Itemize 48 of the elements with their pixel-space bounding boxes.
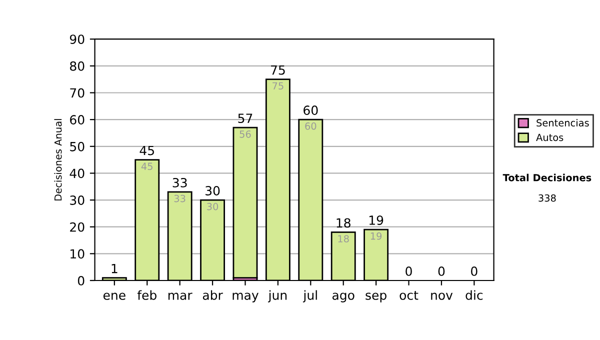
total-label: 45 — [140, 146, 154, 156]
y-tick-label: 80 — [70, 61, 84, 71]
total-label: 19 — [369, 216, 384, 225]
total-label: 75 — [271, 65, 285, 75]
x-tick-label: may — [232, 292, 258, 302]
x-tick-label: jun — [268, 290, 287, 302]
total-label: 1 — [112, 264, 118, 274]
bar — [232, 126, 258, 279]
legend-label: Autos — [536, 134, 564, 142]
x-tick-label: oct — [400, 290, 418, 300]
text: 338 — [538, 194, 556, 202]
data-label: 45 — [141, 162, 152, 170]
y-axis-title: Decisiones Anual — [54, 119, 62, 200]
x-tick-label: feb — [137, 290, 156, 300]
y-tick-label: 30 — [70, 196, 84, 205]
y-tick-label: 40 — [70, 168, 84, 178]
total-label: 60 — [304, 106, 318, 115]
total-label: 0 — [406, 266, 412, 276]
total-label: 0 — [471, 266, 478, 276]
y-tick-label: 90 — [70, 34, 84, 44]
data-label: 30 — [207, 202, 218, 210]
y-tick-label: 60 — [70, 115, 84, 124]
text: Total Decisiones — [502, 174, 592, 182]
total-label: 0 — [438, 266, 445, 276]
data-label: 19 — [370, 232, 382, 240]
total-label: 57 — [238, 114, 252, 124]
x-tick-label: abr — [202, 290, 223, 300]
data-label: 60 — [305, 122, 316, 130]
total-label: 18 — [336, 218, 350, 228]
data-label: 33 — [174, 194, 186, 202]
data-label: 56 — [240, 130, 251, 138]
total-label: 30 — [206, 186, 220, 196]
data-label: 75 — [272, 82, 284, 90]
legend-label: Sentencias — [536, 118, 589, 127]
x-tick-label: dic — [466, 290, 483, 300]
y-tick-label: 20 — [70, 222, 84, 232]
x-tick-label: mar — [168, 292, 192, 300]
x-tick-label: ene — [103, 292, 126, 300]
x-tick-label: ago — [332, 292, 354, 302]
y-tick-label: 10 — [70, 249, 84, 259]
data-label: 18 — [338, 235, 349, 242]
y-tick-label: 50 — [70, 142, 84, 152]
y-tick-label: 0 — [78, 276, 84, 286]
y-tick-label: 70 — [70, 88, 84, 98]
x-tick-label: jul — [302, 290, 317, 302]
x-tick-label: nov — [431, 292, 453, 300]
x-tick-label: sep — [366, 292, 386, 302]
total-label: 33 — [172, 178, 187, 188]
